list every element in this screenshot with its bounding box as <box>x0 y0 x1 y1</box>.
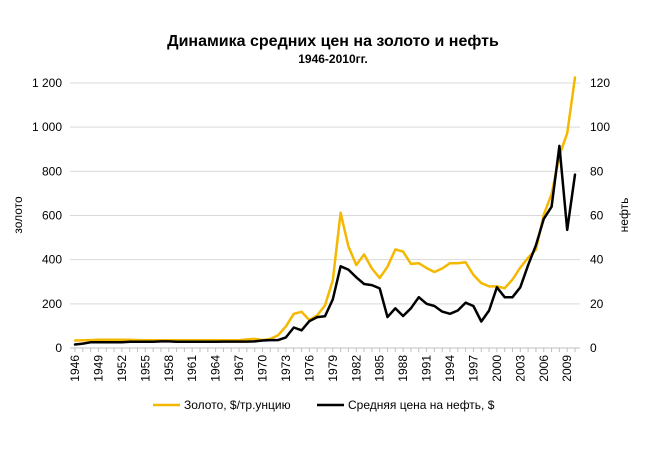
y-left-tick-label: 800 <box>42 164 62 178</box>
y-axis-left-label: золото <box>11 196 25 234</box>
legend-label-oil: Средняя цена на нефть, $ <box>348 398 495 412</box>
y-axis-right-ticks: 0 20 40 60 80 100 120 <box>590 76 610 355</box>
x-tick-label: 1955 <box>138 355 152 382</box>
x-tick-label: 1949 <box>91 355 105 382</box>
x-tick-label: 1982 <box>349 355 363 382</box>
x-tick-label: 1946 <box>68 355 82 382</box>
y-left-tick-label: 400 <box>42 253 62 267</box>
series-line-gold <box>73 76 577 342</box>
x-tick-label: 1958 <box>162 355 176 382</box>
x-tick-label: 1967 <box>232 355 246 382</box>
x-tick-label: 1997 <box>466 355 480 382</box>
x-tick-label: 1961 <box>185 355 199 382</box>
x-tick-label: 2006 <box>537 355 551 382</box>
y-right-tick-label: 20 <box>590 297 604 311</box>
y-left-tick-label: 1 000 <box>32 120 62 134</box>
y-right-tick-label: 80 <box>590 164 604 178</box>
x-tick-label: 1988 <box>396 355 410 382</box>
x-tick-label: 1970 <box>256 355 270 382</box>
x-tick-label: 1991 <box>420 355 434 382</box>
series-group <box>73 76 577 346</box>
y-left-tick-label: 600 <box>42 209 62 223</box>
x-tick-label: 2009 <box>560 355 574 382</box>
x-tick-label: 2000 <box>490 355 504 382</box>
x-tick-label: 1964 <box>209 355 223 382</box>
y-axis-right-label: нефть <box>617 198 631 233</box>
series-line-oil <box>73 144 577 346</box>
y-left-tick-label: 200 <box>42 297 62 311</box>
y-left-tick-label: 1 200 <box>32 76 62 90</box>
y-axis-left-ticks: 0 200 400 600 800 1 000 1 200 <box>32 76 62 355</box>
y-right-tick-label: 120 <box>590 76 610 90</box>
y-right-tick-label: 0 <box>590 341 597 355</box>
chart-title: Динамика средних цен на золото и нефть <box>167 33 499 50</box>
legend-label-gold: Золото, $/тр.унцию <box>184 398 291 412</box>
x-tick-label: 1952 <box>115 355 129 382</box>
x-tick-label: 1976 <box>302 355 316 382</box>
grid <box>70 82 580 305</box>
chart-subtitle: 1946-2010гг. <box>298 52 368 66</box>
x-tick-label: 2003 <box>513 355 527 382</box>
y-right-tick-label: 60 <box>590 209 604 223</box>
x-tick-label: 1979 <box>326 355 340 382</box>
x-tick-label: 1985 <box>373 355 387 382</box>
y-left-tick-label: 0 <box>55 341 62 355</box>
y-right-tick-label: 100 <box>590 120 610 134</box>
legend: Золото, $/тр.унцию Средняя цена на нефть… <box>153 398 495 412</box>
x-axis-ticks: 1946 1949 1952 1955 1958 1961 1964 1967 1970 1973… <box>68 348 576 382</box>
x-tick-label: 1994 <box>443 355 457 382</box>
x-tick-label: 1973 <box>279 355 293 382</box>
y-right-tick-label: 40 <box>590 253 604 267</box>
